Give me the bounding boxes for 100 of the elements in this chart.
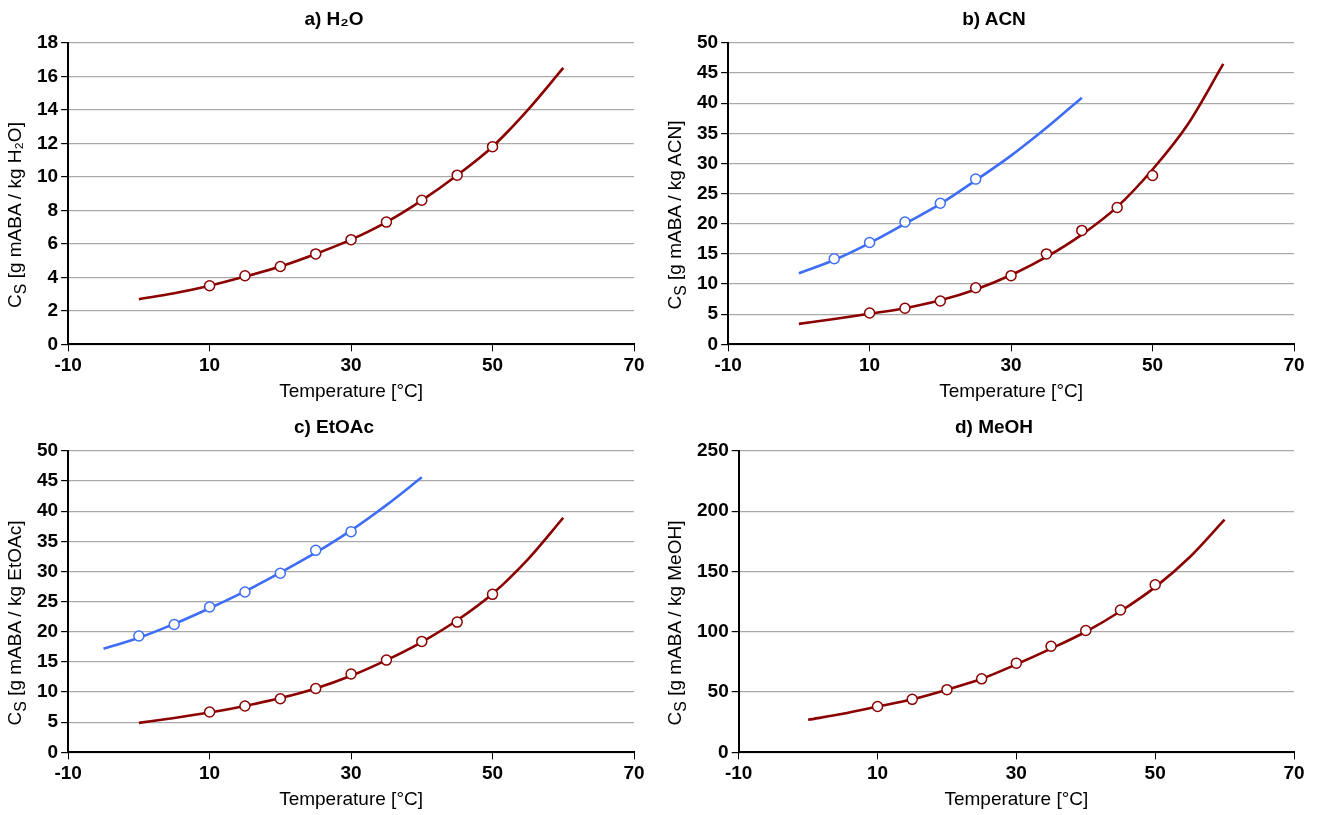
y-tick-label: 35 [696,121,719,143]
y-tick-label: 18 [36,31,59,53]
y-tick-label: 10 [36,680,59,702]
point [969,281,982,294]
x-tick-label: 50 [481,762,504,784]
point [416,635,428,648]
y-tick-label: 25 [696,181,719,203]
x-axis-title: Temperature [°C] [279,787,423,809]
point [309,544,322,557]
chart-title: c) EtOAc [293,415,375,437]
point [1146,169,1159,182]
point [899,216,911,228]
y-tick-label: 0 [718,740,729,762]
y-tick-label: 15 [36,650,59,672]
line-series [102,476,424,650]
x-tick-label: 50 [1141,354,1164,376]
y-tick-label: 5 [47,710,59,732]
point [969,173,982,185]
x-tick-label: 50 [1144,762,1166,784]
y-tick-label: 100 [697,619,729,641]
point [203,280,216,292]
point [486,588,499,601]
point [1114,604,1127,616]
point [451,616,463,628]
line-series [137,516,565,725]
point [239,700,251,712]
y-tick-label: 45 [696,61,719,83]
y-tick-label: 8 [47,198,59,220]
x-tick-label: 70 [623,354,645,376]
y-tick-label: 35 [36,529,59,551]
y-tick-label: 45 [36,469,59,491]
y-tick-label: 0 [707,332,719,354]
point [274,692,287,705]
y-tick-label: 10 [696,272,719,294]
chart-title: a) H₂O [304,7,364,29]
y-tick-label: 14 [36,98,59,120]
y-tick-label: 5 [707,302,719,324]
chart-title: b) ACN [962,7,1026,29]
point [274,567,287,579]
point [309,682,322,695]
y-tick-label: 40 [696,91,719,113]
point [168,618,180,631]
point [203,706,216,718]
x-tick-label: 70 [623,762,645,784]
point [345,525,357,538]
point [345,233,357,246]
x-tick-label: -10 [714,354,742,376]
point [828,253,840,265]
x-axis-title: Temperature [°C] [279,379,423,401]
x-axis-title: Temperature [°C] [939,379,1083,401]
y-tick-label: 2 [47,299,59,321]
x-tick-label: 30 [340,762,362,784]
point [239,586,251,598]
point [380,216,393,228]
point [906,693,918,706]
y-tick-label: 40 [36,499,59,521]
x-tick-label: 10 [866,762,889,784]
x-axis-title: Temperature [°C] [944,787,1089,809]
y-tick-label: 15 [696,242,719,264]
line-series [797,96,1084,275]
y-tick-label: 0 [47,332,59,354]
point [863,236,876,249]
point [1149,578,1161,591]
point [1045,640,1057,652]
x-tick-label: 30 [1000,354,1022,376]
y-tick-label: 20 [696,211,719,233]
y-tick-label: 0 [47,740,59,762]
point [1080,624,1092,637]
y-tick-label: 25 [36,589,59,611]
x-tick-label: -10 [54,762,82,784]
x-tick-label: 10 [199,762,221,784]
point [1111,201,1123,214]
x-tick-label: 30 [340,354,362,376]
chart-title: d) MeOH [954,415,1034,437]
point [1040,248,1053,260]
y-tick-label: 250 [697,439,729,461]
point [203,601,216,613]
point [934,295,947,307]
y-tick-label: 30 [36,559,59,581]
point [239,269,251,282]
y-tick-label: 4 [47,265,59,287]
y-tick-label: 12 [36,131,59,153]
point [1005,269,1017,282]
point [309,248,322,260]
x-tick-label: 70 [1283,762,1305,784]
y-tick-label: 20 [36,619,59,641]
point [274,260,287,273]
y-tick-label: 30 [696,151,719,173]
line-series [806,518,1226,722]
y-tick-label: 6 [47,232,59,254]
point [899,302,911,314]
point [1076,224,1088,237]
line-series [797,62,1225,326]
point [941,683,953,696]
point [380,654,393,666]
x-tick-label: 30 [1005,762,1027,784]
y-tick-label: 10 [36,165,59,187]
point [486,140,499,153]
point [871,700,884,713]
point [863,307,876,319]
